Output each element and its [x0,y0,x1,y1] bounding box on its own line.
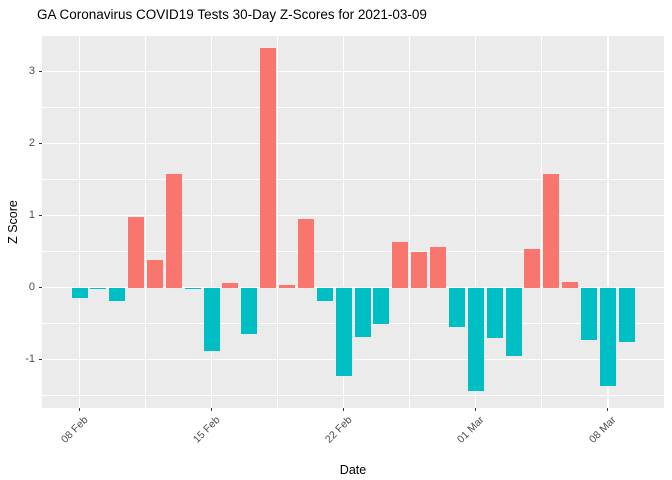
y-tick-label: 2 [28,136,35,149]
x-tick-label: 08 Mar [586,414,619,446]
gridline-major-v [607,36,609,408]
gridline-minor-h [42,179,664,180]
x-tick-label: 22 Feb [322,414,355,446]
gridline-minor-v [145,36,146,408]
gridline-minor-h [42,323,664,324]
bar-negative [448,287,465,328]
gridline-major-h [42,142,664,145]
bar-negative [467,287,484,391]
bar-negative [486,287,503,339]
y-tick-mark [38,70,42,72]
bar-positive [297,219,314,288]
y-tick-mark [38,359,42,361]
x-tick-mark [78,408,81,411]
gridline-major-v [78,36,81,408]
x-axis-title: Date [339,463,367,477]
x-tick-label: 15 Feb [190,414,223,446]
gridline-minor-v [409,36,411,408]
plot-panel [42,36,664,408]
bar-positive [392,242,409,288]
x-tick-mark [210,408,213,411]
y-tick-mark [38,287,42,289]
bar-negative [241,287,258,334]
y-tick-mark [38,214,42,217]
gridline-minor-v [541,36,543,408]
bar-positive [165,173,182,288]
gridline-minor-v [277,36,278,408]
x-tick-mark [343,408,345,411]
bar-positive [562,281,579,288]
bar-negative [90,287,107,290]
gridline-major-v [342,36,345,408]
gridline-major-h [42,358,664,361]
y-axis-title: Z Score [6,200,20,244]
gridline-major-h [42,70,664,73]
bar-negative [373,287,390,324]
bar-negative [316,287,333,302]
bar-negative [71,287,88,299]
y-tick-label: 0 [28,281,35,294]
y-tick-label: 3 [28,64,35,77]
x-tick-label: 01 Mar [454,414,487,446]
bar-positive [411,252,428,288]
x-tick-label: 08 Feb [58,414,90,446]
bar-positive [279,284,296,288]
gridline-minor-h [42,395,664,397]
bar-negative [109,287,126,302]
bar-negative [354,287,371,337]
bar-positive [146,260,163,288]
x-tick-mark [607,408,609,411]
y-tick-mark [38,142,42,144]
gridline-major-v [475,36,477,408]
gridline-major-h [42,286,664,289]
bar-negative [599,287,616,387]
bar-negative [505,287,522,357]
x-tick-mark [475,408,477,411]
bar-negative [580,287,597,341]
bar-positive [543,174,560,288]
bar-negative [335,287,352,376]
bar-positive [524,249,541,288]
gridline-major-v [210,36,213,408]
bar-negative [618,287,635,343]
bar-negative [203,287,220,352]
bar-positive [128,216,145,288]
bar-positive [430,247,447,288]
chart-title: GA Coronavirus COVID19 Tests 30-Day Z-Sc… [37,7,427,22]
bar-positive [260,48,277,288]
gridline-minor-h [42,107,664,108]
bar-positive [222,283,239,288]
y-tick-label: -1 [25,353,35,366]
gridline-major-h [42,214,664,217]
bar-negative [184,287,201,290]
gridline-minor-h [42,251,664,252]
y-tick-label: 1 [28,209,35,221]
